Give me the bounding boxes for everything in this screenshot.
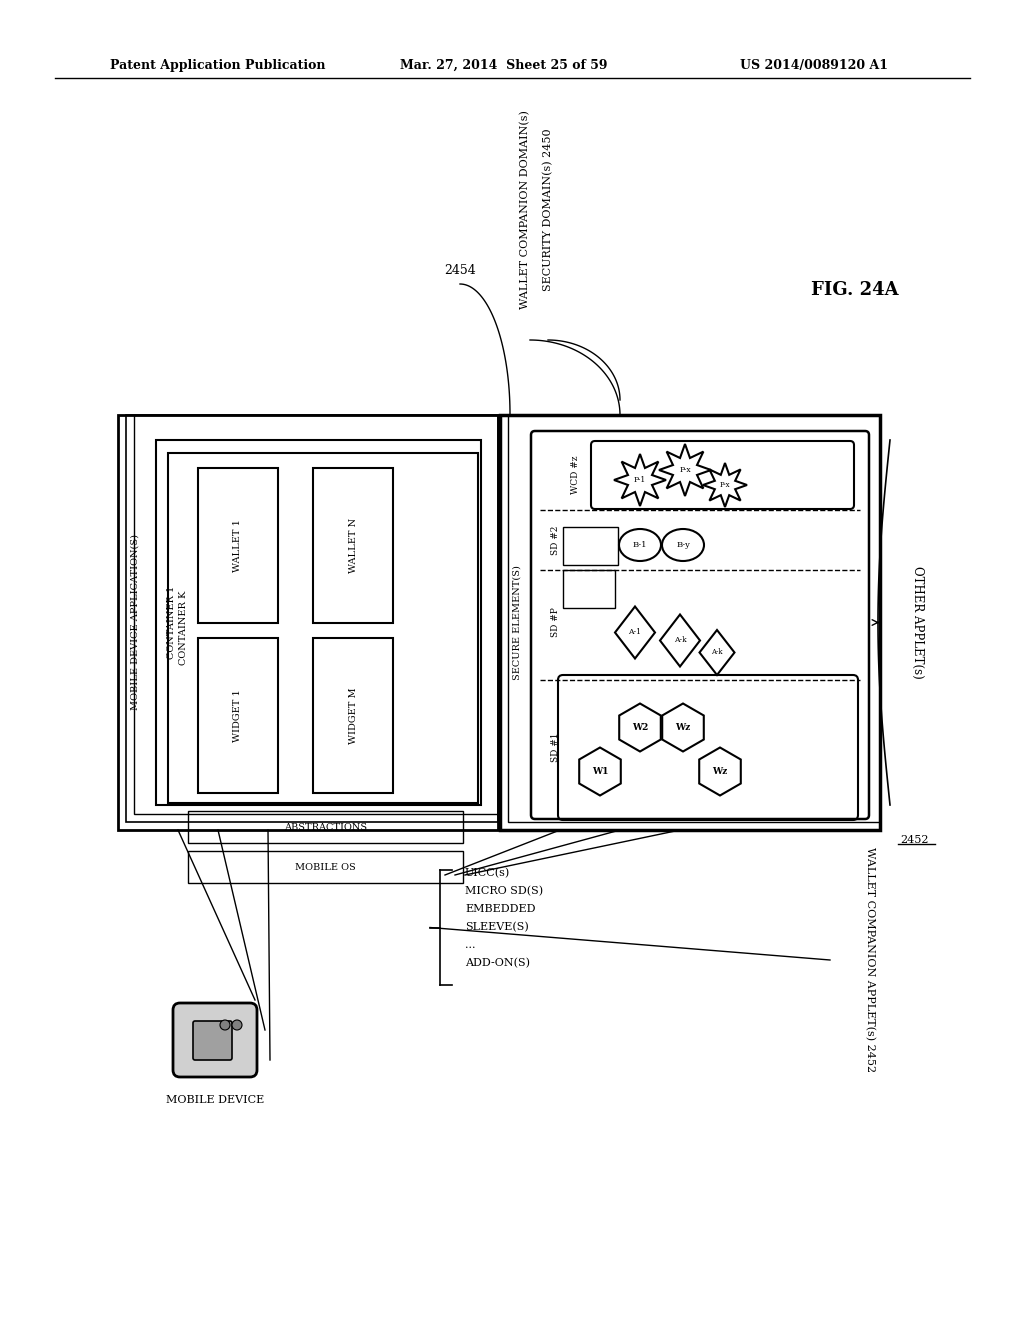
Polygon shape (699, 630, 734, 675)
Text: WALLET COMPANION APPLET(s) 2452: WALLET COMPANION APPLET(s) 2452 (865, 847, 876, 1073)
Polygon shape (620, 704, 660, 751)
Text: WALLET N: WALLET N (348, 517, 357, 573)
Text: A-k: A-k (712, 648, 723, 656)
Text: MICRO SD(S): MICRO SD(S) (465, 886, 543, 896)
Text: SD #2: SD #2 (551, 525, 559, 554)
Text: 2454: 2454 (444, 264, 476, 276)
Text: Mar. 27, 2014  Sheet 25 of 59: Mar. 27, 2014 Sheet 25 of 59 (400, 58, 607, 71)
Bar (198, 469, 278, 623)
Text: MOBILE DEVICE: MOBILE DEVICE (166, 1096, 264, 1105)
Text: CONTAINER K: CONTAINER K (179, 591, 188, 665)
Text: Wz: Wz (676, 723, 690, 733)
Text: P-1: P-1 (634, 477, 646, 484)
Text: 2452: 2452 (900, 836, 929, 845)
Polygon shape (659, 444, 711, 496)
Text: WCD #z: WCD #z (570, 455, 580, 494)
Bar (188, 810, 463, 843)
Polygon shape (580, 747, 621, 796)
Polygon shape (615, 606, 655, 659)
Text: FIG. 24A: FIG. 24A (811, 281, 899, 300)
Bar (563, 570, 615, 609)
Text: W2: W2 (632, 723, 648, 733)
Polygon shape (663, 704, 703, 751)
Text: ADD-ON(S): ADD-ON(S) (465, 958, 530, 968)
Text: ...: ... (465, 940, 475, 950)
Text: WIDGET 1: WIDGET 1 (233, 689, 243, 742)
Text: OTHER APPLET(s): OTHER APPLET(s) (911, 566, 925, 678)
Text: WALLET 1: WALLET 1 (233, 519, 243, 572)
Text: A-1: A-1 (629, 628, 641, 636)
Text: B-y: B-y (676, 541, 690, 549)
Text: Patent Application Publication: Patent Application Publication (110, 58, 326, 71)
Bar (563, 527, 618, 565)
Bar (313, 469, 393, 623)
Text: Wz: Wz (713, 767, 728, 776)
Text: SD #P: SD #P (551, 607, 559, 638)
Polygon shape (703, 463, 746, 507)
Bar (198, 638, 278, 793)
Bar (118, 414, 498, 830)
Text: SECURITY DOMAIN(s) 2450: SECURITY DOMAIN(s) 2450 (543, 128, 553, 292)
Bar (313, 638, 393, 793)
Circle shape (220, 1020, 230, 1030)
Text: CONTAINER 1: CONTAINER 1 (168, 586, 176, 659)
Bar (188, 851, 463, 883)
Bar (126, 414, 498, 822)
Text: UICC(s): UICC(s) (465, 867, 510, 878)
Text: W1: W1 (592, 767, 608, 776)
Text: SECURE ELEMENT(S): SECURE ELEMENT(S) (512, 565, 521, 680)
Circle shape (232, 1020, 242, 1030)
Text: MOBILE OS: MOBILE OS (295, 862, 356, 871)
Bar (168, 453, 478, 803)
Text: SLEEVE(S): SLEEVE(S) (465, 921, 528, 932)
Text: ABSTRACTIONS: ABSTRACTIONS (284, 822, 367, 832)
Text: WIDGET M: WIDGET M (348, 688, 357, 743)
Polygon shape (699, 747, 740, 796)
Text: P-x: P-x (679, 466, 691, 474)
Bar (508, 414, 880, 822)
Text: US 2014/0089120 A1: US 2014/0089120 A1 (740, 58, 888, 71)
Text: WALLET COMPANION DOMAIN(s): WALLET COMPANION DOMAIN(s) (520, 111, 530, 309)
Polygon shape (614, 454, 666, 506)
FancyBboxPatch shape (193, 1020, 232, 1060)
FancyBboxPatch shape (173, 1003, 257, 1077)
Bar (500, 414, 880, 830)
Bar (156, 440, 481, 805)
Text: MOBILE DEVICE APPLICATION(S): MOBILE DEVICE APPLICATION(S) (130, 535, 139, 710)
Bar (134, 414, 498, 814)
Text: A-k: A-k (674, 636, 686, 644)
Text: B-1: B-1 (633, 541, 647, 549)
Polygon shape (660, 615, 700, 667)
Text: SD #1: SD #1 (551, 733, 559, 762)
Text: P-x: P-x (720, 480, 730, 488)
Text: EMBEDDED: EMBEDDED (465, 904, 536, 913)
